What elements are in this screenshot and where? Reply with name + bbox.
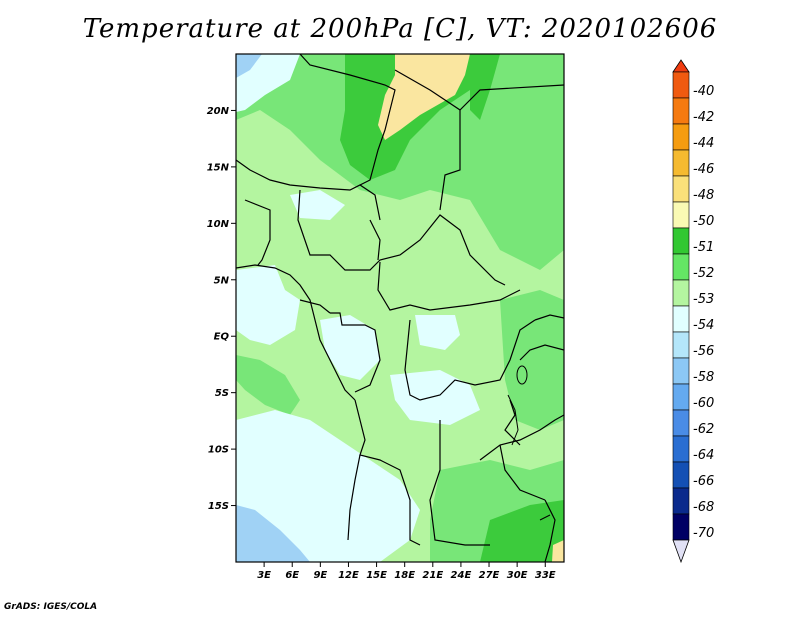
lat-tick-label: 5S xyxy=(215,388,229,399)
colorbar-bottom-arrow xyxy=(672,539,690,564)
lon-tick-label: 18E xyxy=(394,570,415,581)
colorbar-swatch xyxy=(672,279,690,307)
region-green-dark-southeast xyxy=(480,500,564,562)
colorbar-label: -70 xyxy=(693,526,714,541)
lon-tick-label: 3E xyxy=(257,570,271,581)
lat-tick-label: 5N xyxy=(214,275,230,286)
lat-tick-label: EQ xyxy=(214,332,230,343)
lon-tick-label: 6E xyxy=(285,570,299,581)
colorbar-label: -50 xyxy=(693,214,714,229)
colorbar-swatch xyxy=(672,513,690,541)
lat-tick-label: 15N xyxy=(207,162,230,173)
lon-tick-label: 9E xyxy=(313,570,327,581)
region-cyan-west-coast xyxy=(236,265,300,345)
region-cyan-central-1 xyxy=(320,315,380,380)
colorbar-label: -58 xyxy=(693,370,714,385)
region-green-east xyxy=(500,290,564,430)
region-cyan-southwest xyxy=(236,410,420,562)
colorbar-label: -52 xyxy=(693,266,714,281)
colorbar-swatch xyxy=(672,383,690,411)
lon-tick-label: 33E xyxy=(535,570,556,581)
colorbar-label: -68 xyxy=(693,500,714,515)
lon-tick-label: 21E xyxy=(422,570,443,581)
colorbar-swatch xyxy=(672,461,690,489)
colorbar-swatch xyxy=(672,97,690,125)
longitude-axis: 3E 6E 9E 12E 15E 18E 21E 24E 27E 30E 33E xyxy=(257,562,556,581)
region-green-dark-ne xyxy=(470,54,500,120)
colorbar-swatch xyxy=(672,201,690,229)
plot-title: Temperature at 200hPa [C], VT: 202010260… xyxy=(82,14,718,44)
colorbar-label: -54 xyxy=(693,318,714,333)
colorbar-label: -66 xyxy=(693,474,714,489)
colorbar-swatch xyxy=(672,435,690,463)
colorbar-label: -48 xyxy=(693,188,714,203)
lon-tick-label: 24E xyxy=(451,570,472,581)
colorbar-label: -53 xyxy=(693,292,714,307)
colorbar-swatch xyxy=(672,487,690,515)
lon-tick-label: 30E xyxy=(507,570,528,581)
lat-tick-label: 10S xyxy=(208,445,229,456)
region-blue-southwest xyxy=(236,505,310,562)
lat-tick-label: 10N xyxy=(207,219,230,230)
lat-tick-label: 15S xyxy=(208,501,229,512)
region-cyan-sahel xyxy=(290,190,345,220)
region-cyan-central-3 xyxy=(390,370,480,425)
lon-tick-label: 12E xyxy=(338,570,359,581)
colorbar-label: -56 xyxy=(693,344,714,359)
lon-tick-label: 15E xyxy=(366,570,387,581)
colorbar-swatch xyxy=(672,331,690,359)
grads-credit: GrADS: IGES/COLA xyxy=(4,602,98,612)
region-yellow-core xyxy=(378,54,470,140)
colorbar-swatch xyxy=(672,409,690,437)
region-cyan-nw xyxy=(236,54,300,112)
colorbar-swatch xyxy=(672,175,690,203)
colorbar-label: -60 xyxy=(693,396,714,411)
region-cyan-central-2 xyxy=(415,315,460,350)
region-green-coast xyxy=(236,355,300,415)
region-yellow-southeast xyxy=(552,540,564,562)
colorbar-label: -46 xyxy=(693,162,714,177)
region-blue-nw xyxy=(236,54,262,78)
country-borders xyxy=(236,54,564,562)
colorbar-swatch xyxy=(672,123,690,151)
colorbar-label: -62 xyxy=(693,422,714,437)
colorbar-swatch xyxy=(672,305,690,333)
lon-tick-label: 27E xyxy=(479,570,500,581)
colorbar-top-arrow xyxy=(672,59,690,73)
colorbar-label: -51 xyxy=(693,240,714,255)
colorbar-label: -64 xyxy=(693,448,714,463)
lake-outlines xyxy=(507,365,551,521)
colorbar-swatch xyxy=(672,227,690,255)
colorbar-swatch xyxy=(672,357,690,385)
lat-tick-label: 20N xyxy=(207,106,230,117)
latitude-axis: 20N 15N 10N 5N EQ 5S 10S 15S xyxy=(207,106,236,512)
colorbar-label: -44 xyxy=(693,136,714,151)
colorbar-swatch xyxy=(672,71,690,99)
colorbar-swatch xyxy=(672,149,690,177)
colorbar-label: -42 xyxy=(693,110,714,125)
colorbar: -40 -42 -44 -46 -48 -50 -51 -52 -53 -54 -56 -58 -60 -… xyxy=(672,59,714,564)
colorbar-label: -40 xyxy=(693,84,714,99)
map-frame xyxy=(235,53,565,563)
colorbar-swatch xyxy=(672,253,690,281)
temperature-field xyxy=(236,54,564,562)
